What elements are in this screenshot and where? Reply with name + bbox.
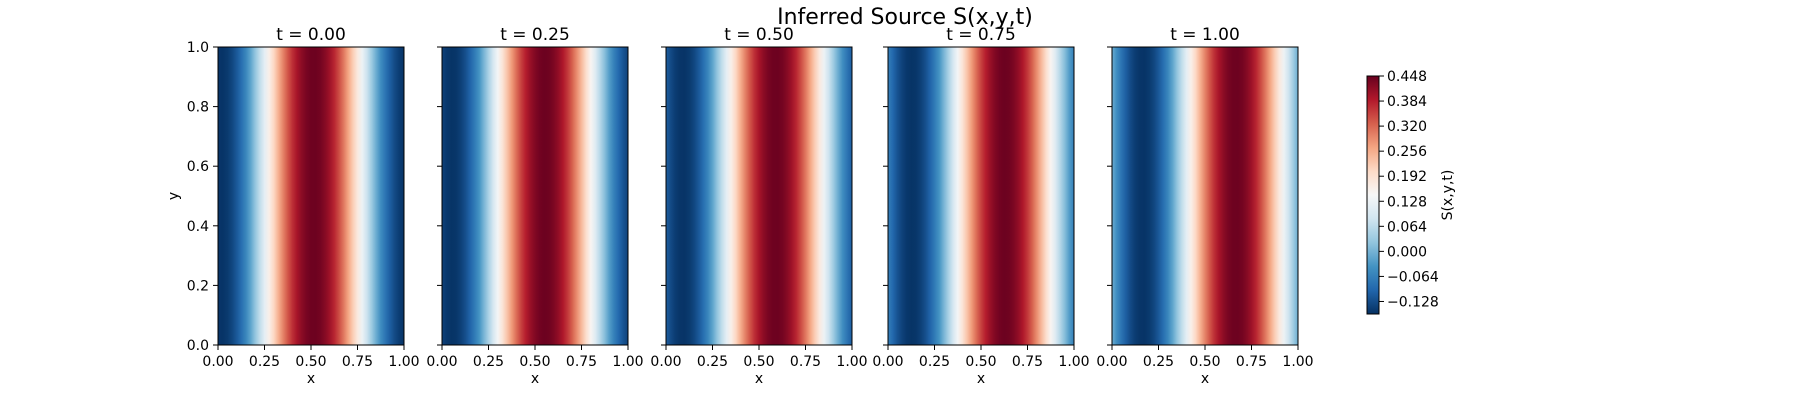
- y-axis-label: y: [166, 192, 182, 200]
- colorbar-tick-label: 0.064: [1387, 219, 1427, 235]
- x-tick-label: 0.25: [1143, 354, 1174, 370]
- x-tick-label: 0.00: [426, 354, 457, 370]
- x-tick-label: 0.75: [1012, 354, 1043, 370]
- heatmap-field: [442, 47, 628, 345]
- x-axis-label: x: [755, 371, 763, 387]
- y-tick-label: 0.2: [187, 278, 209, 294]
- colorbar-tick-label: −0.128: [1387, 294, 1439, 310]
- y-tick-label: 1.0: [187, 40, 209, 56]
- x-tick-label: 0.00: [872, 354, 903, 370]
- colorbar-tick-label: 0.384: [1387, 94, 1427, 110]
- x-tick-label: 0.50: [965, 354, 996, 370]
- panel-title: t = 0.00: [276, 25, 346, 45]
- y-tick-label: 0.4: [187, 219, 209, 235]
- x-tick-label: 0.25: [697, 354, 728, 370]
- colorbar-tick-label: 0.256: [1387, 144, 1427, 160]
- panel-title: t = 0.25: [500, 25, 570, 45]
- x-axis-label: x: [977, 371, 985, 387]
- colorbar-tick-label: 0.000: [1387, 244, 1427, 260]
- heatmap-field: [218, 47, 404, 345]
- x-tick-label: 1.00: [836, 354, 867, 370]
- colorbar-tick-label: 0.192: [1387, 169, 1427, 185]
- x-tick-label: 0.25: [919, 354, 950, 370]
- panel-title: t = 1.00: [1170, 25, 1240, 45]
- x-tick-label: 0.50: [1189, 354, 1220, 370]
- x-axis-label: x: [1201, 371, 1209, 387]
- y-tick-label: 0.6: [187, 159, 209, 175]
- x-tick-label: 0.00: [202, 354, 233, 370]
- x-tick-label: 0.75: [566, 354, 597, 370]
- panel-title: t = 0.50: [724, 25, 794, 45]
- y-tick-label: 0.0: [187, 338, 209, 354]
- panel-2: t = 0.50 0.00 0.25 0.50 0.75 1.00 x: [650, 25, 867, 387]
- panel-3: t = 0.75 0.00 0.25 0.50 0.75 1.00 x: [872, 25, 1089, 387]
- heatmap-field: [666, 47, 852, 345]
- colorbar-tick-label: 0.448: [1387, 69, 1427, 85]
- panel-4: t = 1.00 0.00 0.25 0.50 0.75 1.00 x: [1096, 25, 1313, 387]
- x-tick-label: 0.00: [1096, 354, 1127, 370]
- x-tick-label: 0.75: [790, 354, 821, 370]
- colorbar: −0.128 −0.064 0.000 0.064 0.128 0.192 0.256 0.3…: [1366, 69, 1456, 315]
- y-tick-label: 0.8: [187, 100, 209, 116]
- colorbar-tick-label: 0.128: [1387, 194, 1427, 210]
- x-tick-label: 0.75: [1236, 354, 1267, 370]
- colorbar-tick-label: 0.320: [1387, 119, 1427, 135]
- colorbar-label: S(x,y,t): [1440, 170, 1456, 221]
- heatmap-field: [888, 47, 1074, 345]
- x-tick-label: 0.25: [473, 354, 504, 370]
- panels: t = 0.00 0.00 0.25 0.50 0.75 1.00 x 0.0 0.2 0.4 0.…: [166, 25, 1314, 387]
- x-tick-label: 1.00: [1282, 354, 1313, 370]
- x-tick-label: 1.00: [388, 354, 419, 370]
- x-tick-label: 0.25: [249, 354, 280, 370]
- x-tick-label: 0.00: [650, 354, 681, 370]
- colorbar-gradient: [1366, 75, 1380, 315]
- panel-1: t = 0.25 0.00 0.25 0.50 0.75 1.00 x: [426, 25, 643, 387]
- x-axis-label: x: [531, 371, 539, 387]
- x-tick-label: 0.50: [519, 354, 550, 370]
- panel-title: t = 0.75: [946, 25, 1016, 45]
- colorbar-tick-label: −0.064: [1387, 269, 1439, 285]
- x-tick-label: 1.00: [612, 354, 643, 370]
- x-tick-label: 0.50: [295, 354, 326, 370]
- x-tick-label: 1.00: [1058, 354, 1089, 370]
- panel-0: t = 0.00 0.00 0.25 0.50 0.75 1.00 x 0.0 0.2 0.4 0.…: [166, 25, 420, 387]
- figure-title: Inferred Source S(x,y,t): [777, 5, 1033, 30]
- heatmap-field: [1112, 47, 1298, 345]
- x-axis-label: x: [307, 371, 315, 387]
- x-tick-label: 0.75: [342, 354, 373, 370]
- x-tick-label: 0.50: [743, 354, 774, 370]
